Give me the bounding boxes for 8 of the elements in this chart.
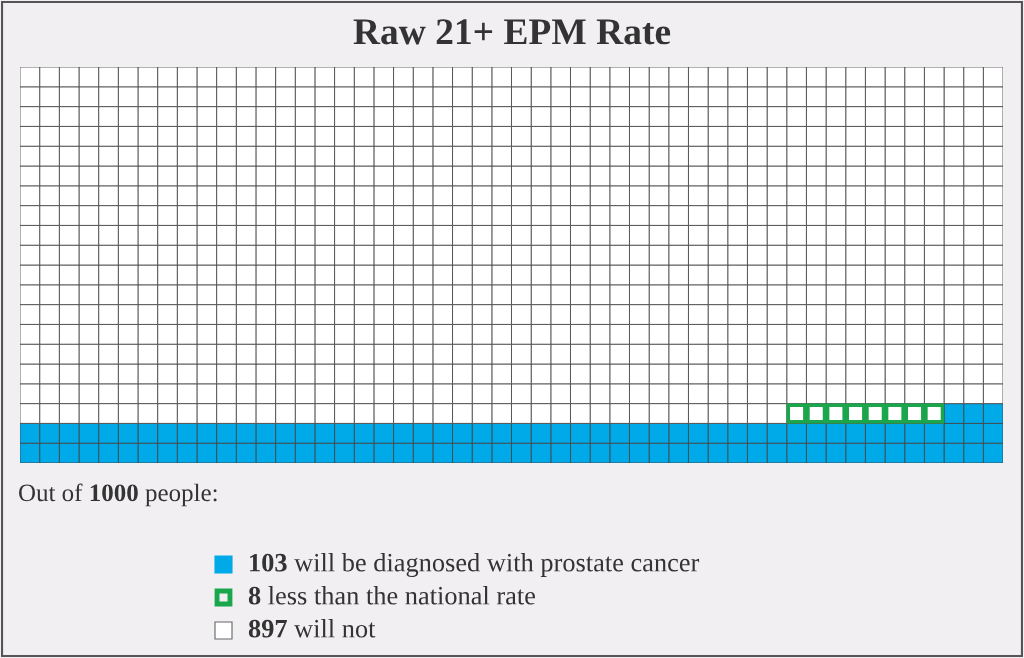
category-label: less than the national rate (268, 586, 535, 605)
category-label: will not (294, 619, 376, 638)
data-label: 103 (250, 553, 287, 572)
category-label: will be diagnosed with prostate cancer (294, 553, 700, 577)
data-label: 897 (248, 619, 287, 638)
text: Raw 21+ EPM Rate (353, 19, 671, 45)
data-label: 8 (248, 586, 261, 605)
text: Out of 1000 people: (19, 483, 217, 507)
